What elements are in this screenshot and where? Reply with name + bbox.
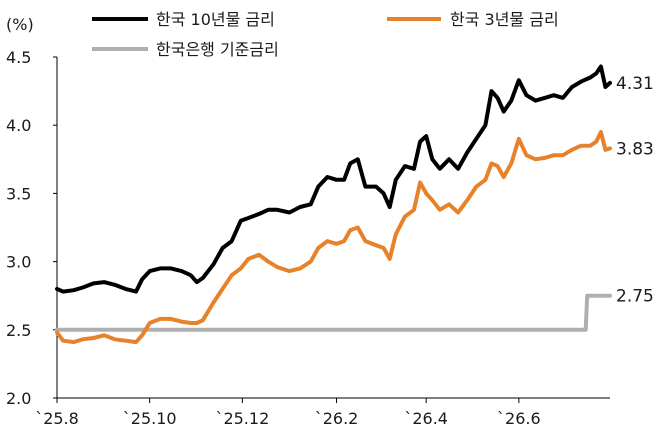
y-tick-label: 3.0 bbox=[6, 253, 31, 272]
legend-label-10y: 한국 10년물 금리 bbox=[156, 10, 275, 29]
series-line-base-rate bbox=[55, 293, 612, 332]
y-tick-label: 4.5 bbox=[6, 48, 31, 67]
series-layer bbox=[55, 64, 612, 345]
y-tick-label: 2.5 bbox=[6, 321, 31, 340]
y-tick-label: 2.0 bbox=[6, 389, 31, 408]
legend-label-3y: 한국 3년물 금리 bbox=[450, 10, 559, 29]
x-tick-label: `25.12 bbox=[215, 409, 269, 428]
axes: 2.0 2.5 3.0 3.5 4.0 4.5 `25.8 `25.10 `25.12 `26.2… bbox=[6, 48, 610, 428]
y-tick-label: 3.5 bbox=[6, 184, 31, 203]
legend-label-base-rate: 한국은행 기준금리 bbox=[156, 40, 279, 59]
series-line-3y bbox=[55, 130, 612, 345]
x-tick-label: `26.6 bbox=[497, 409, 541, 428]
legend: 한국 10년물 금리 한국 3년물 금리 한국은행 기준금리 bbox=[92, 10, 559, 59]
x-tick-label: `25.10 bbox=[123, 409, 177, 428]
x-tick-label: `25.8 bbox=[35, 409, 79, 428]
end-label-3y: 3.83 bbox=[616, 139, 654, 159]
y-tick-label: 4.0 bbox=[6, 116, 31, 135]
end-label-10y: 4.31 bbox=[616, 74, 654, 94]
x-tick-label: `26.2 bbox=[315, 409, 359, 428]
end-label-base-rate: 2.75 bbox=[616, 287, 654, 307]
y-axis-unit-label: (%) bbox=[6, 15, 34, 34]
x-tick-label: `26.4 bbox=[404, 409, 448, 428]
end-labels: 2.75 3.83 4.31 bbox=[616, 74, 654, 307]
series-line-10y bbox=[55, 64, 612, 294]
